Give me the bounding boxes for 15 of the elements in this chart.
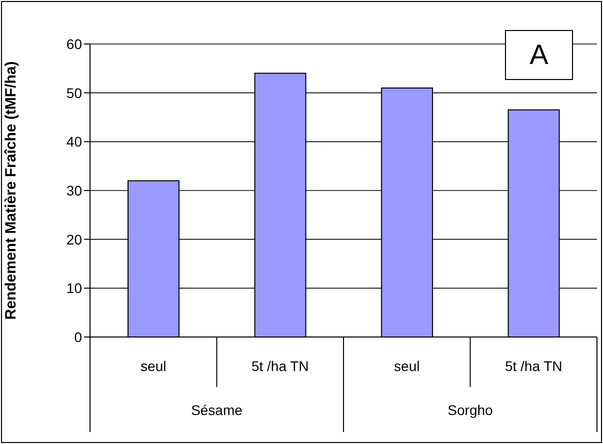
text: Sorgho: [446, 402, 494, 418]
y-tick-label: 60: [66, 36, 82, 52]
x-tick-label: seul: [140, 358, 166, 374]
y-tick-label: 20: [66, 231, 82, 248]
text: Sésame: [190, 402, 244, 418]
y-tick-label: 50: [66, 84, 82, 101]
x-tick-label: seul: [394, 358, 420, 374]
annotation: A: [505, 30, 573, 80]
y-axis-title: Rendement Matière Fraîche (tMF/ha): [2, 61, 20, 320]
y-tick-label: 40: [66, 134, 82, 150]
y-tick-label: 10: [66, 280, 82, 296]
x-tick-label: 5t /ha TN: [251, 358, 309, 374]
x-tick-label: 5t /ha TN: [504, 358, 562, 374]
y-tick-label: 30: [66, 182, 82, 198]
y-tick-label: 0: [74, 328, 82, 345]
